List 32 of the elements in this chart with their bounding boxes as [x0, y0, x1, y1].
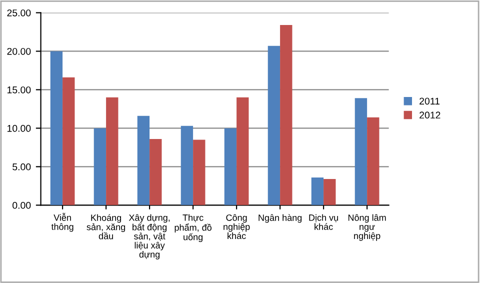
bar — [62, 77, 75, 206]
x-tick-label: Công nghiệp khác — [224, 214, 250, 240]
y-tick-label: 20.00 — [7, 48, 31, 55]
x-tick-label: Thực phẩm, đồ uống — [174, 214, 212, 242]
x-tick-label: Khoáng sản, xăng dầu — [86, 214, 126, 240]
y-tick-label: 5.00 — [12, 163, 31, 170]
bar — [367, 117, 380, 206]
bar — [324, 179, 336, 206]
x-tick-label: Ngân hàng — [258, 214, 302, 223]
x-tick-label: Nông lâm ngư nghiệp — [348, 214, 386, 241]
bar — [180, 126, 194, 206]
bar — [94, 128, 106, 206]
bar — [311, 177, 324, 206]
y-tick-label: 0.00 — [12, 202, 31, 209]
bar — [268, 46, 280, 206]
legend-label: 2012 — [420, 112, 440, 119]
x-tick-label: Dịch vụ khác — [309, 214, 338, 230]
x-tick-label: Xây dựng, bất động sản, vật liệu xây dựng — [128, 214, 170, 260]
y-tick-label: 10.00 — [7, 124, 31, 132]
bar — [193, 140, 206, 206]
bar — [224, 128, 237, 206]
bar — [150, 138, 162, 206]
y-tick-label: 25.00 — [7, 9, 31, 16]
bar — [137, 116, 150, 206]
bar — [106, 97, 118, 206]
bar — [280, 25, 292, 206]
bar — [354, 98, 368, 206]
bar — [50, 51, 63, 206]
y-tick-label: 15.00 — [7, 86, 31, 94]
legend-label: 2011 — [420, 98, 440, 105]
bar — [236, 97, 249, 206]
x-tick-label: Viễn thông — [51, 212, 74, 232]
